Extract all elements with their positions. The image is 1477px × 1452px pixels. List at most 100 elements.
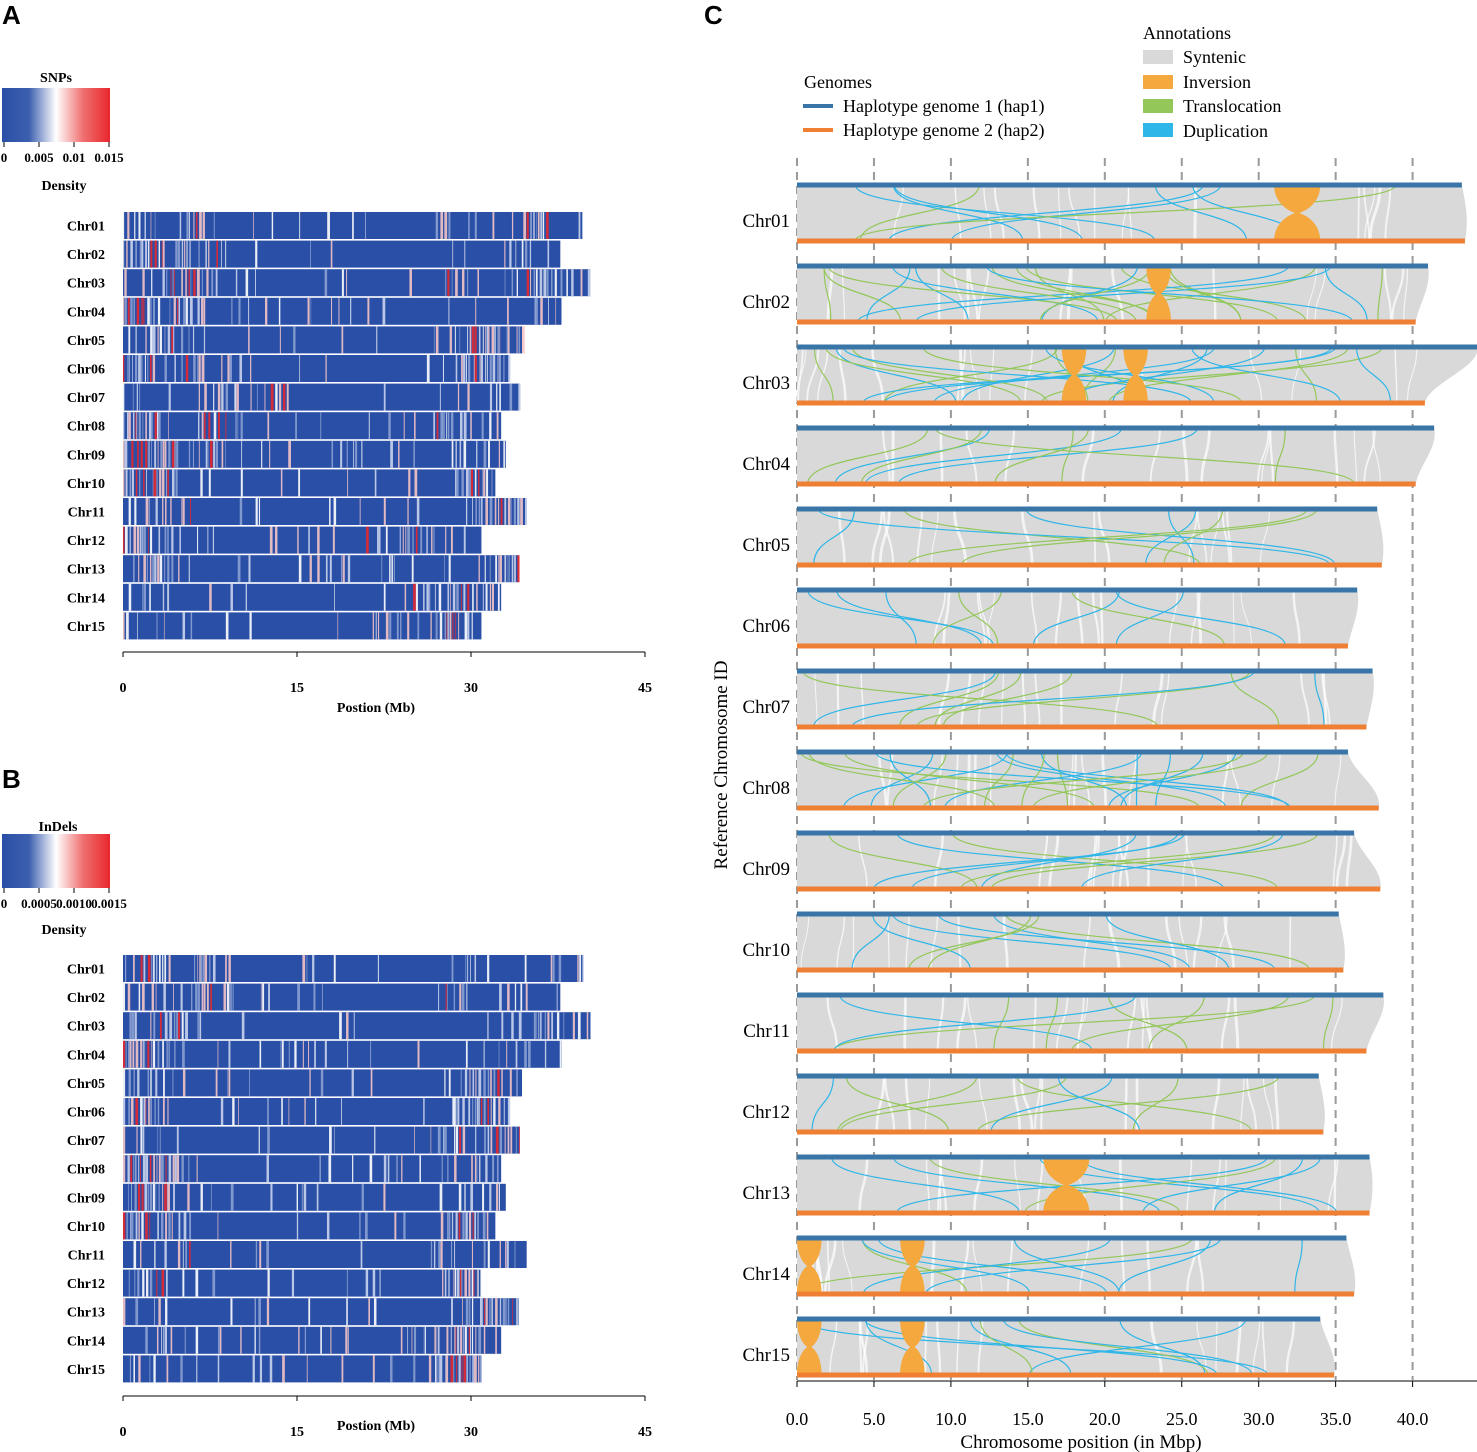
density-stripe [133,297,135,325]
density-stripe [396,1155,398,1183]
density-stripe [578,212,581,239]
density-stripe [127,983,131,1011]
density-stripe [142,1155,146,1183]
density-stripe [141,526,143,554]
density-stripe [203,983,206,1011]
density-stripe [210,1183,212,1211]
colorbar-tick-label: 0.0005 [21,896,57,911]
density-stripe [474,212,477,239]
density-stripe [296,1212,299,1240]
density-stripe [377,955,379,982]
density-stripe [133,955,135,982]
density-stripe [225,412,227,440]
density-stripe [204,383,207,411]
density-stripe [333,955,336,982]
chromosome-label: Chr15 [67,620,105,635]
density-stripe [478,1098,480,1125]
translocation-link [922,346,1242,404]
translocation-link [932,589,1002,647]
density-stripe [412,526,414,554]
duplication-link [889,751,932,809]
density-stripe [158,1183,160,1211]
density-stripe [197,355,199,382]
density-stripe [304,1098,306,1125]
density-stripe [168,955,171,982]
density-stripe [150,1069,152,1097]
density-stripe [489,1183,492,1211]
density-stripe [142,1269,145,1297]
density-stripe [374,469,377,497]
synteny-chromosome-label: Chr10 [743,940,791,961]
density-stripe [175,469,178,497]
synteny-tick-label: 30.0 [1243,1409,1275,1429]
density-stripe [518,1012,522,1040]
density-stripe [165,1298,168,1326]
density-stripe [577,1012,581,1040]
density-stripe [327,212,330,239]
density-stripe [149,1269,153,1297]
density-stripe [130,297,133,325]
syntenic-texture [1079,1237,1090,1295]
density-stripe [471,1326,474,1354]
density-stripe [149,1212,151,1240]
density-stripe [198,355,201,382]
chromosome-density-row [123,269,591,297]
density-stripe [587,269,591,297]
syntenic-texture [1327,1156,1339,1214]
density-stripe [374,1126,376,1154]
duplication-link [865,1318,933,1376]
density-stripe [140,955,143,982]
density-stripe [556,983,558,1011]
density-stripe [255,269,256,297]
density-stripe [463,440,467,468]
density-stripe [261,440,263,468]
syntenic-texture [1076,589,1084,647]
density-stripe [468,1212,472,1240]
density-stripe [452,612,454,640]
density-stripe [163,612,165,640]
syntenic-texture [1040,1075,1044,1133]
density-stripe [228,955,231,982]
translocation-link [1230,670,1280,728]
density-stripe [461,269,465,297]
density-stripe [496,383,498,411]
density-stripe [225,612,229,640]
syntenic-texture [1021,670,1027,728]
density-stripe [129,1012,132,1040]
density-stripe [267,1269,270,1297]
duplication-link [944,751,1143,809]
density-stripe [258,1326,261,1354]
density-stripe [199,212,202,239]
translocation-link [828,832,978,890]
density-stripe [240,412,243,440]
density-stripe [456,1269,460,1297]
density-stripe [126,1212,128,1240]
density-stripe [518,1126,520,1154]
density-stripe [298,469,301,497]
density-stripe [460,583,462,611]
density-stripe [511,269,514,297]
chromosome-density-row [123,355,511,382]
syntenic-texture [1178,913,1189,971]
density-stripe [470,469,473,497]
density-stripe [123,412,125,440]
density-stripe [453,983,456,1011]
duplication-link [1041,265,1138,323]
syntenic-texture [1391,265,1405,323]
density-stripe [525,498,527,525]
syntenic-texture [1334,751,1342,809]
syntenic-texture [1092,832,1101,890]
density-stripe [129,1040,132,1068]
density-stripe [160,440,162,468]
density-stripe [186,212,189,239]
density-stripe [135,469,138,497]
density-stripe [321,983,323,1011]
density-stripe [182,1040,185,1068]
density-stripe [464,1183,466,1211]
chromosome-label: Chr13 [67,1306,105,1321]
density-stripe [501,1012,504,1040]
density-stripe [391,555,393,583]
syntenic-band [797,995,1384,1051]
density-stripe [540,1012,542,1040]
colorbar-tick-label: 0.005 [24,150,54,165]
